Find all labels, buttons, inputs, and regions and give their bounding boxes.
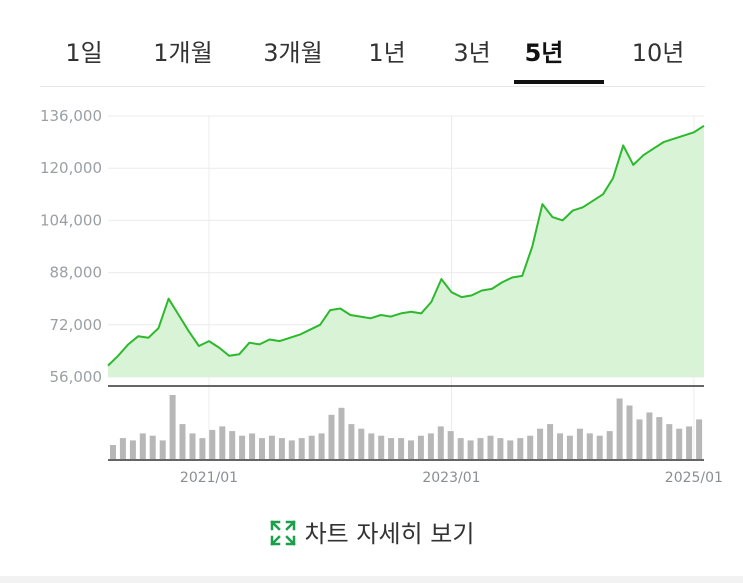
tab-2[interactable]: 3개월 (263, 39, 323, 67)
volume-bar (656, 417, 663, 459)
volume-bar (318, 433, 325, 459)
volume-bar (388, 438, 395, 459)
x-tick-label: 2025/01 (665, 470, 723, 486)
volume-bar (596, 435, 603, 459)
price-area (108, 125, 704, 377)
volume-bar (636, 419, 643, 459)
x-tick-label: 2021/01 (180, 470, 238, 486)
tab-4[interactable]: 3년 (453, 39, 491, 67)
volume-bar (576, 428, 583, 459)
volume-bar (129, 440, 136, 459)
volume-bar (676, 428, 683, 459)
volume-bar (537, 428, 544, 459)
volume-bar (298, 438, 305, 459)
volume-bar (239, 435, 246, 459)
chart-detail-link[interactable]: 차트 자세히 보기 (0, 514, 743, 553)
volume-bar (417, 435, 424, 459)
period-tabs: 1일 1개월 3개월 1년 3년 5년 10년 (40, 30, 705, 87)
volume-bar (209, 429, 216, 459)
volume-bar (199, 438, 206, 459)
tab-0[interactable]: 1일 (65, 39, 103, 67)
x-tick-label: 2023/01 (422, 470, 480, 486)
tab-5[interactable]: 5년 (524, 39, 564, 67)
footer-divider (0, 576, 743, 583)
price-line (107, 124, 705, 367)
stock-chart: 56,000 72,000 88,000 104,000 120,000 136,000 2… (40, 107, 723, 486)
volume-bar (467, 440, 474, 459)
volume-bar (378, 435, 385, 459)
volume-bar (288, 440, 295, 459)
volume-bar (696, 419, 703, 459)
volume-bar (139, 433, 146, 459)
volume-bar (437, 426, 444, 459)
volume-bar (119, 438, 126, 459)
y-tick-label: 72,000 (50, 316, 103, 334)
volume-bar (268, 435, 275, 459)
tab-1[interactable]: 1개월 (153, 39, 213, 67)
volume-bar (328, 414, 335, 459)
volume-bar (547, 424, 554, 459)
volume-bar (527, 435, 534, 459)
volume-bar (219, 426, 226, 459)
volume-bar (189, 433, 196, 459)
volume-bar (487, 435, 494, 459)
volume-bar (368, 433, 375, 459)
volume-bar (586, 433, 593, 459)
volume-bar (566, 435, 573, 459)
volume-bar (457, 438, 464, 459)
y-tick-label: 88,000 (50, 264, 103, 282)
y-tick-label: 56,000 (50, 368, 103, 386)
y-tick-label: 136,000 (40, 107, 102, 125)
volume-bar (646, 412, 653, 459)
volume-bar (229, 431, 236, 459)
tab-6[interactable]: 10년 (631, 39, 685, 67)
volume-bar (517, 438, 524, 459)
volume-bar (159, 440, 166, 459)
y-tick-label: 120,000 (40, 159, 102, 177)
volume-bar (278, 438, 285, 459)
volume-bar (497, 438, 504, 459)
volume-bar (338, 407, 345, 459)
active-tab-underline (514, 80, 604, 84)
volume-bar (408, 440, 414, 459)
volume-bar (606, 431, 613, 459)
volume-bar (348, 424, 355, 459)
volume-bar (398, 438, 405, 459)
volume-bar (447, 431, 454, 459)
volume-bar (666, 424, 673, 459)
expand-icon (269, 519, 297, 553)
volume-bar (259, 438, 265, 459)
volume-bar (169, 395, 176, 459)
volume-bar (249, 433, 256, 459)
y-tick-label: 104,000 (40, 211, 102, 229)
volume-bar (427, 433, 434, 459)
tab-3[interactable]: 1년 (368, 39, 406, 67)
chart-detail-label: 차트 자세히 보기 (304, 520, 475, 548)
volume-bar (308, 435, 315, 459)
volume-bar (507, 440, 514, 459)
volume-bar (557, 433, 563, 459)
volume-bar (477, 438, 484, 459)
volume-bar (110, 445, 116, 459)
volume-bar (179, 424, 186, 459)
volume-bar (358, 428, 365, 459)
volume-bar (686, 426, 693, 459)
volume-bar (149, 435, 156, 459)
volume-bar (616, 398, 623, 459)
volume-bar (626, 405, 633, 459)
